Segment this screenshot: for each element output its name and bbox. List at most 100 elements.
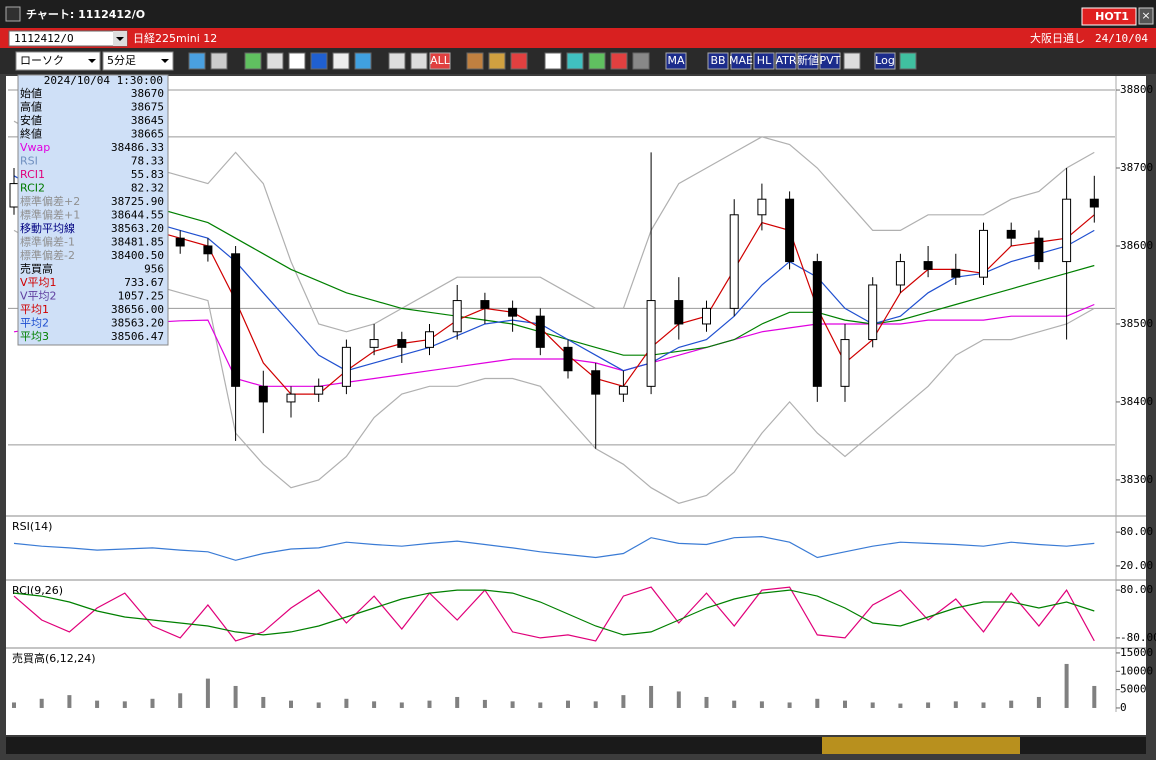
toolbar-icon[interactable] — [488, 52, 506, 70]
info-label: 終値 — [20, 127, 42, 141]
candle-body — [840, 339, 850, 387]
candle-body — [231, 253, 241, 387]
candle-body — [286, 393, 296, 403]
code-text: 1112412/O — [14, 32, 74, 45]
toolbar-button-label: MA — [667, 54, 684, 67]
y-tick-label: 38400 — [1120, 395, 1153, 408]
series-line — [13, 586, 1095, 642]
volume-bar — [649, 685, 654, 708]
volume-bar — [566, 700, 570, 708]
toolbar-button[interactable] — [730, 52, 752, 70]
info-label: Vwap — [20, 141, 50, 154]
info-value: 733.67 — [124, 276, 164, 289]
y-tick-label: 38300 — [1120, 473, 1153, 486]
toolbar-button[interactable] — [753, 52, 775, 70]
toolbar-icon[interactable] — [288, 52, 306, 70]
candle-body — [480, 300, 490, 309]
title-bar — [0, 0, 1156, 28]
info-value: 55.83 — [131, 168, 164, 181]
toolbar-icon[interactable] — [588, 52, 606, 70]
volume-bar — [1036, 696, 1041, 708]
candle-body — [951, 268, 961, 278]
toolbar-button[interactable] — [665, 52, 687, 70]
volume-bar — [95, 700, 100, 708]
series-line — [13, 190, 1095, 395]
volume-bar — [12, 702, 16, 708]
info-value: 78.33 — [131, 155, 164, 168]
period-select[interactable] — [102, 51, 174, 71]
toolbar-icon[interactable] — [843, 52, 861, 70]
toolbar-button[interactable] — [707, 52, 729, 70]
volume-bar — [1092, 685, 1097, 708]
toolbar-icon[interactable] — [566, 52, 584, 70]
y-tick-label: 20.00 — [1120, 559, 1153, 572]
volume-bar — [981, 702, 986, 708]
candle-body — [674, 300, 684, 325]
toolbar-icon[interactable] — [310, 52, 328, 70]
info-value: 38506.47 — [111, 330, 164, 343]
info-value: 956 — [144, 263, 164, 276]
toolbar-icon[interactable] — [332, 52, 350, 70]
info-value: 38563.20 — [111, 317, 164, 330]
candle-body — [175, 237, 185, 247]
toolbar-icon[interactable] — [544, 52, 562, 70]
toolbar-button[interactable] — [797, 52, 819, 70]
toolbar-button[interactable] — [874, 52, 896, 70]
candle-body — [535, 315, 545, 348]
info-label: RCI2 — [20, 182, 45, 195]
candle-body — [369, 339, 379, 348]
info-value: 38665 — [131, 128, 164, 141]
y-tick-label: 10000 — [1120, 664, 1153, 677]
toolbar-icon[interactable] — [188, 52, 206, 70]
volume-bar — [316, 702, 321, 708]
hot-button[interactable] — [1081, 7, 1137, 26]
toolbar-button[interactable] — [775, 52, 797, 70]
header-date: 24/10/04 — [1095, 32, 1148, 45]
info-value: 38675 — [131, 101, 164, 114]
toolbar-icon[interactable] — [244, 52, 262, 70]
chart-area — [6, 76, 1146, 712]
y-tick-label: 0 — [1120, 701, 1127, 714]
toolbar-icon[interactable] — [632, 52, 650, 70]
candle-body — [618, 385, 628, 395]
candle-body — [812, 261, 822, 387]
info-value: 38644.55 — [111, 209, 164, 222]
toolbar-icon[interactable] — [610, 52, 628, 70]
info-label: 移動平均線 — [20, 221, 75, 235]
candle-body — [508, 307, 518, 317]
info-label: 平均1 — [20, 303, 49, 316]
close-button[interactable] — [1138, 7, 1154, 25]
toolbar-icon[interactable] — [466, 52, 484, 70]
app-icon — [5, 6, 21, 22]
candle-body — [9, 183, 19, 208]
info-label: RSI — [20, 155, 38, 168]
series-line — [13, 120, 1095, 333]
candle-body — [1006, 229, 1016, 239]
close-icon: × — [1141, 9, 1150, 22]
toolbar-button[interactable] — [819, 52, 841, 70]
info-value: 82.32 — [131, 182, 164, 195]
volume-bar — [1009, 700, 1014, 708]
info-value: 38563.20 — [111, 222, 164, 235]
candle-body — [258, 385, 268, 403]
series-line — [13, 175, 1095, 372]
volume-bar — [510, 701, 515, 708]
toolbar-button[interactable] — [429, 52, 451, 70]
chart-type: ローソク — [20, 54, 64, 67]
info-label: 売買高 — [20, 262, 53, 276]
toolbar-icon[interactable] — [899, 52, 917, 70]
volume-bar — [815, 698, 820, 708]
toolbar-icon[interactable] — [354, 52, 372, 70]
toolbar-icon[interactable] — [266, 52, 284, 70]
info-value: 38481.85 — [111, 236, 164, 249]
chart-type-select[interactable] — [15, 51, 101, 71]
series-line — [13, 229, 1095, 504]
volume-bar — [289, 700, 293, 708]
toolbar-icon[interactable] — [510, 52, 528, 70]
scroll-thumb[interactable] — [822, 737, 1020, 754]
toolbar-icon[interactable] — [410, 52, 428, 70]
toolbar-icon[interactable] — [388, 52, 406, 70]
toolbar-icon[interactable] — [210, 52, 228, 70]
